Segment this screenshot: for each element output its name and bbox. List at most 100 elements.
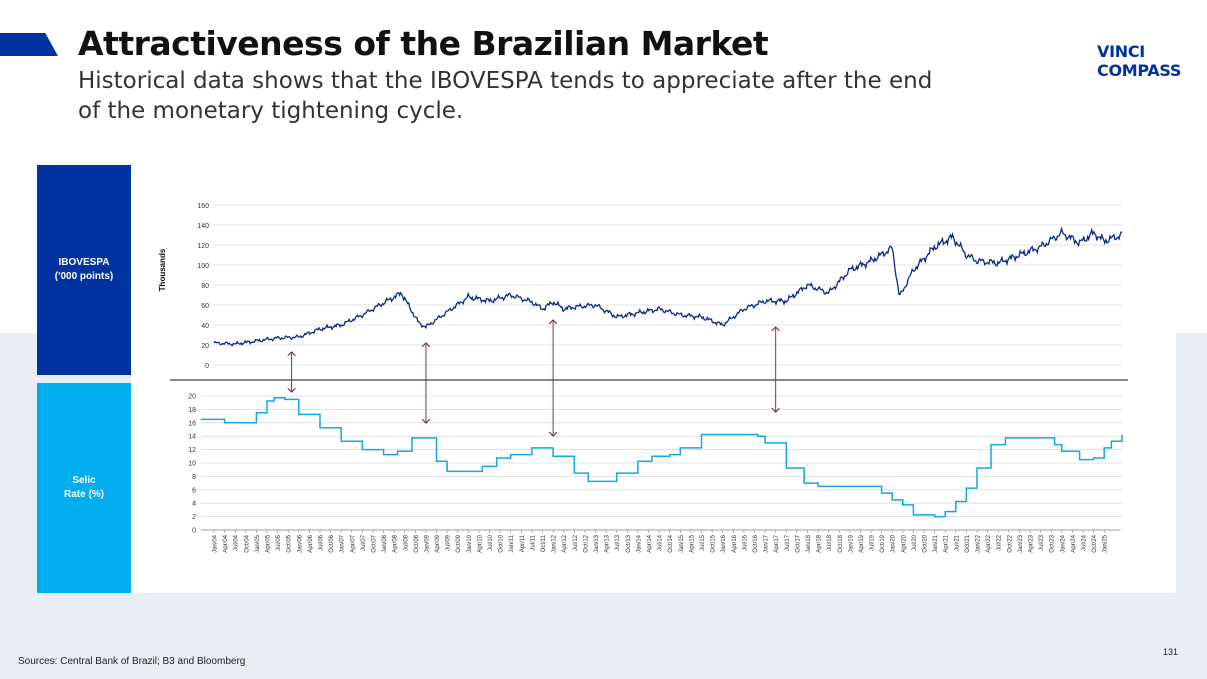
ibovespa-y-tick-label: 0 (205, 363, 209, 370)
selic-x-tick-label: Jul/07 (361, 534, 367, 551)
selic-x-tick-label: Jul/23 (1039, 534, 1045, 551)
page-title: Attractiveness of the Brazilian Market (78, 24, 769, 63)
selic-x-tick-label: Apr/16 (732, 534, 738, 552)
selic-y-tick-label: 0 (192, 528, 196, 535)
selic-x-tick-label: Apr/22 (986, 534, 992, 552)
selic-y-tick-labels: 0 2 4 6 8 10 12 14 16 18 20 (188, 394, 196, 535)
selic-series-line (201, 396, 1123, 518)
vinci-compass-logo: VINCI COMPASS (1097, 42, 1181, 80)
selic-x-tick-label: Jan/24 (1060, 534, 1066, 553)
selic-x-tick-label: Apr/15 (689, 534, 695, 552)
selic-label-line-1: Selic (72, 475, 96, 486)
selic-x-tick-label: Apr/23 (1029, 534, 1035, 552)
selic-x-tick-label: Jan/19 (848, 534, 854, 553)
selic-x-tick-label: Jan/04 (213, 534, 219, 553)
ibovespa-y-tick-label: 160 (197, 203, 209, 210)
selic-y-tick-label: 6 (192, 487, 196, 494)
selic-x-tick-label: Jul/14 (658, 534, 664, 551)
selic-x-tick-label: Apr/19 (859, 534, 865, 552)
ibovespa-y-tick-label: 80 (201, 283, 209, 290)
selic-x-tick-label: Apr/04 (223, 534, 229, 552)
selic-x-tick-label: Jul/17 (785, 534, 791, 551)
selic-x-tick-label: Jul/12 (573, 534, 579, 551)
selic-x-tick-label: Jul/06 (319, 534, 325, 551)
selic-x-tick-label: Apr/17 (774, 534, 780, 552)
selic-x-tick-label: Oct/08 (414, 534, 420, 552)
selic-x-tick-label: Apr/08 (393, 534, 399, 552)
selic-x-tick-label: Jan/21 (933, 534, 939, 553)
selic-y-tick-label: 20 (188, 394, 196, 401)
selic-x-tick-label: Jul/19 (870, 534, 876, 551)
logo-line-1: VINCI (1097, 42, 1145, 61)
selic-x-tick-label: Apr/09 (435, 534, 441, 552)
selic-y-tick-label: 16 (188, 420, 196, 427)
cycle-arrows (292, 320, 776, 436)
selic-x-tick-label: Jul/24 (1082, 534, 1088, 551)
ibovespa-y-tick-label: 100 (197, 263, 209, 270)
selic-x-tick-label: Oct/21 (965, 534, 971, 552)
chart-panel (131, 165, 1176, 593)
selic-y-tick-label: 2 (192, 514, 196, 521)
ibovespa-label-box: IBOVESPA ('000 points) (37, 165, 131, 375)
selic-x-tick-label: Jan/25 (1103, 534, 1109, 553)
selic-x-tick-label: Jan/22 (976, 534, 982, 553)
selic-x-tick-label: Apr/12 (562, 534, 568, 552)
selic-x-tick-label: Apr/13 (605, 534, 611, 552)
selic-x-tick-label: Jan/09 (425, 534, 431, 553)
selic-x-tick-label: Oct/23 (1050, 534, 1056, 552)
selic-x-tick-label: Apr/05 (266, 534, 272, 552)
selic-x-tick-label: Oct/05 (287, 534, 293, 552)
ibovespa-y-tick-label: 40 (201, 323, 209, 330)
selic-x-tick-label: Jul/09 (446, 534, 452, 551)
selic-x-tick-label: Oct/24 (1092, 534, 1098, 552)
selic-y-tick-label: 14 (188, 434, 196, 441)
selic-x-tick-label: Apr/10 (477, 534, 483, 552)
selic-x-tick-label: Jul/20 (912, 534, 918, 551)
selic-x-tick-label: Apr/20 (901, 534, 907, 552)
selic-x-tick-label: Jul/08 (403, 534, 409, 551)
ibovespa-label-line-2: ('000 points) (54, 271, 114, 282)
selic-y-tick-label: 8 (192, 474, 196, 481)
selic-x-tick-label: Jul/10 (488, 534, 494, 551)
selic-y-tick-label: 4 (192, 501, 196, 508)
selic-x-tick-label: Jul/13 (615, 534, 621, 551)
selic-x-tick-label: Oct/07 (372, 534, 378, 552)
selic-y-tick-label: 10 (188, 461, 196, 468)
selic-x-tick-label: Apr/07 (350, 534, 356, 552)
ibovespa-label-line-1: IBOVESPA (58, 257, 110, 268)
selic-y-tick-label: 12 (188, 447, 196, 454)
selic-x-tick-label: Oct/12 (583, 534, 589, 552)
selic-x-tick-label: Apr/14 (647, 534, 653, 552)
ibovespa-gridlines (214, 204, 1122, 366)
selic-x-tick-label: Jan/17 (764, 534, 770, 553)
selic-x-tick-label: Jan/14 (636, 534, 642, 553)
selic-x-tick-label: Jul/22 (997, 534, 1003, 551)
selic-x-tick-label: Jan/18 (806, 534, 812, 553)
selic-x-tick-label: Jul/05 (276, 534, 282, 551)
selic-x-tick-label: Apr/21 (944, 534, 950, 552)
selic-x-tick-label: Apr/11 (520, 534, 526, 552)
selic-x-tick-label: Jul/11 (530, 534, 536, 550)
selic-gridlines (201, 395, 1122, 531)
selic-x-tick-label: Apr/24 (1071, 534, 1077, 552)
selic-x-tick-label: Oct/13 (626, 534, 632, 552)
selic-x-tick-label: Jan/15 (679, 534, 685, 553)
selic-x-tick-label: Jul/18 (827, 534, 833, 551)
selic-x-tick-label: Jan/06 (297, 534, 303, 553)
selic-x-tick-label: Oct/10 (499, 534, 505, 552)
selic-x-tick-label: Jan/07 (340, 534, 346, 553)
selic-label-box: Selic Rate (%) (37, 383, 131, 593)
selic-x-tick-labels: Jan/04 Apr/04 Jul/04 Oct/04 Jan/05 Apr/05 Jul/… (213, 530, 1109, 553)
selic-x-tick-label: Oct/18 (838, 534, 844, 552)
selic-x-tick-label: Oct/19 (880, 534, 886, 552)
logo-line-2: COMPASS (1097, 61, 1182, 80)
selic-x-tick-label: Apr/18 (817, 534, 823, 552)
ibovespa-y-axis-label: Thousands (158, 248, 167, 291)
selic-x-tick-label: Oct/04 (244, 534, 250, 552)
selic-x-tick-label: Apr/06 (308, 534, 314, 552)
selic-x-tick-label: Jan/05 (255, 534, 261, 553)
page-number: 131 (1163, 647, 1179, 657)
selic-x-tick-label: Jul/15 (700, 534, 706, 551)
selic-x-tick-label: Oct/09 (456, 534, 462, 552)
